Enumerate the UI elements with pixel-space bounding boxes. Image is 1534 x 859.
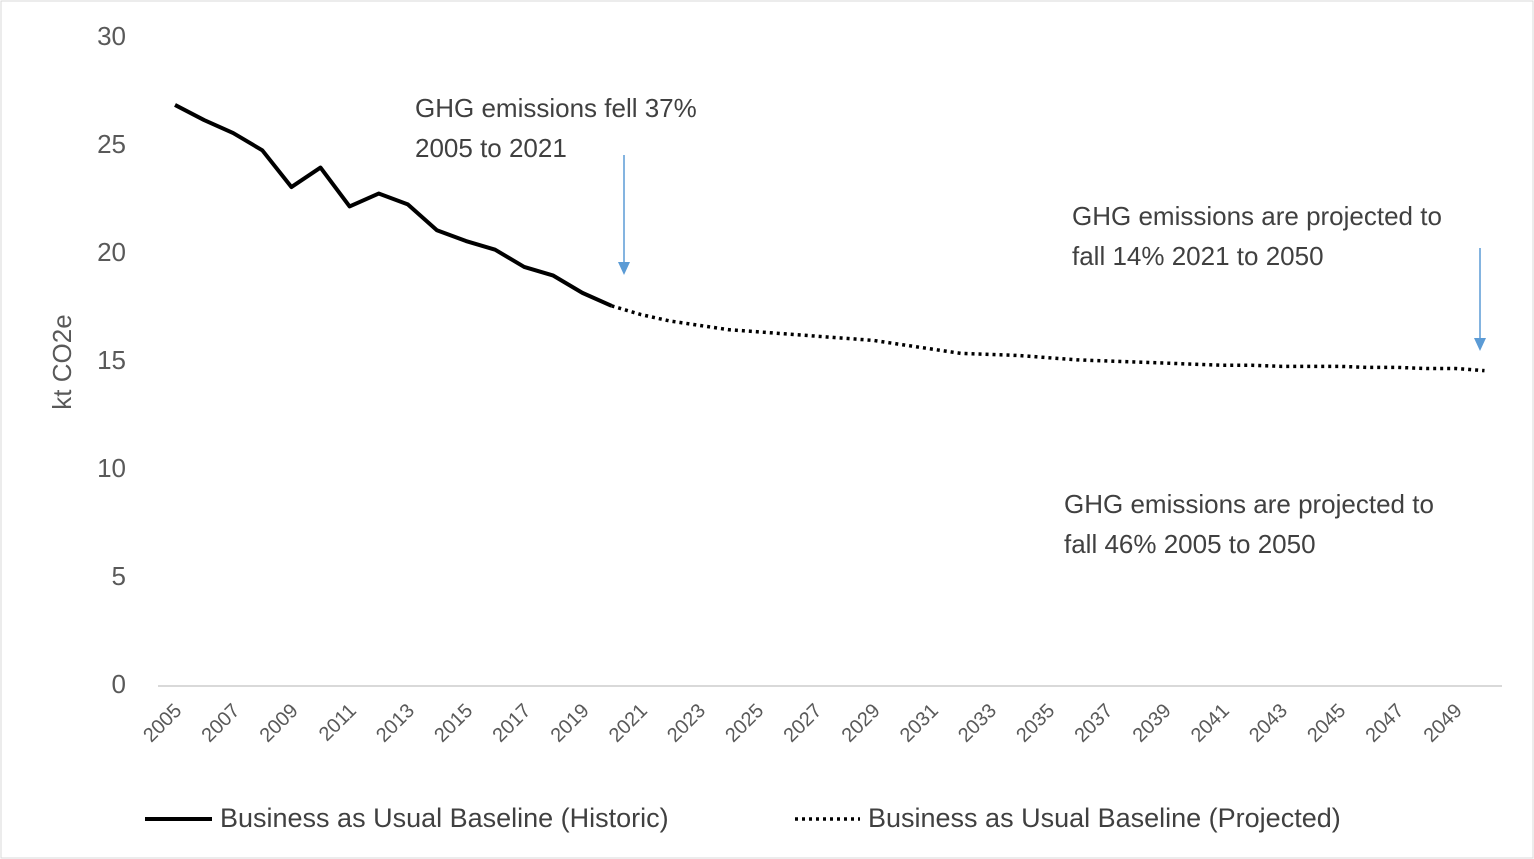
annotation: fall 46% 2005 to 2050 bbox=[1064, 529, 1316, 559]
y-tick-label: 30 bbox=[97, 21, 126, 51]
annotation: GHG emissions are projected to bbox=[1064, 489, 1434, 519]
annotation: 2005 to 2021 bbox=[415, 133, 567, 163]
arrow-head bbox=[618, 262, 630, 275]
series-line bbox=[611, 304, 1485, 373]
annotation: fall 14% 2021 to 2050 bbox=[1072, 241, 1324, 271]
legend-label: Business as Usual Baseline (Historic) bbox=[220, 803, 669, 833]
annotation: GHG emissions fell 37% bbox=[415, 93, 697, 123]
y-tick-label: 10 bbox=[97, 453, 126, 483]
legend-label: Business as Usual Baseline (Projected) bbox=[868, 803, 1341, 833]
annotation: GHG emissions are projected to bbox=[1072, 201, 1442, 231]
y-tick-label: 20 bbox=[97, 237, 126, 267]
y-tick-label: 25 bbox=[97, 129, 126, 159]
y-tick-label: 5 bbox=[112, 561, 126, 591]
arrow-head bbox=[1474, 338, 1486, 351]
series-line bbox=[174, 103, 613, 308]
y-axis-label: kt CO2e bbox=[47, 314, 77, 409]
y-tick-label: 0 bbox=[112, 669, 126, 699]
y-tick-label: 15 bbox=[97, 345, 126, 375]
